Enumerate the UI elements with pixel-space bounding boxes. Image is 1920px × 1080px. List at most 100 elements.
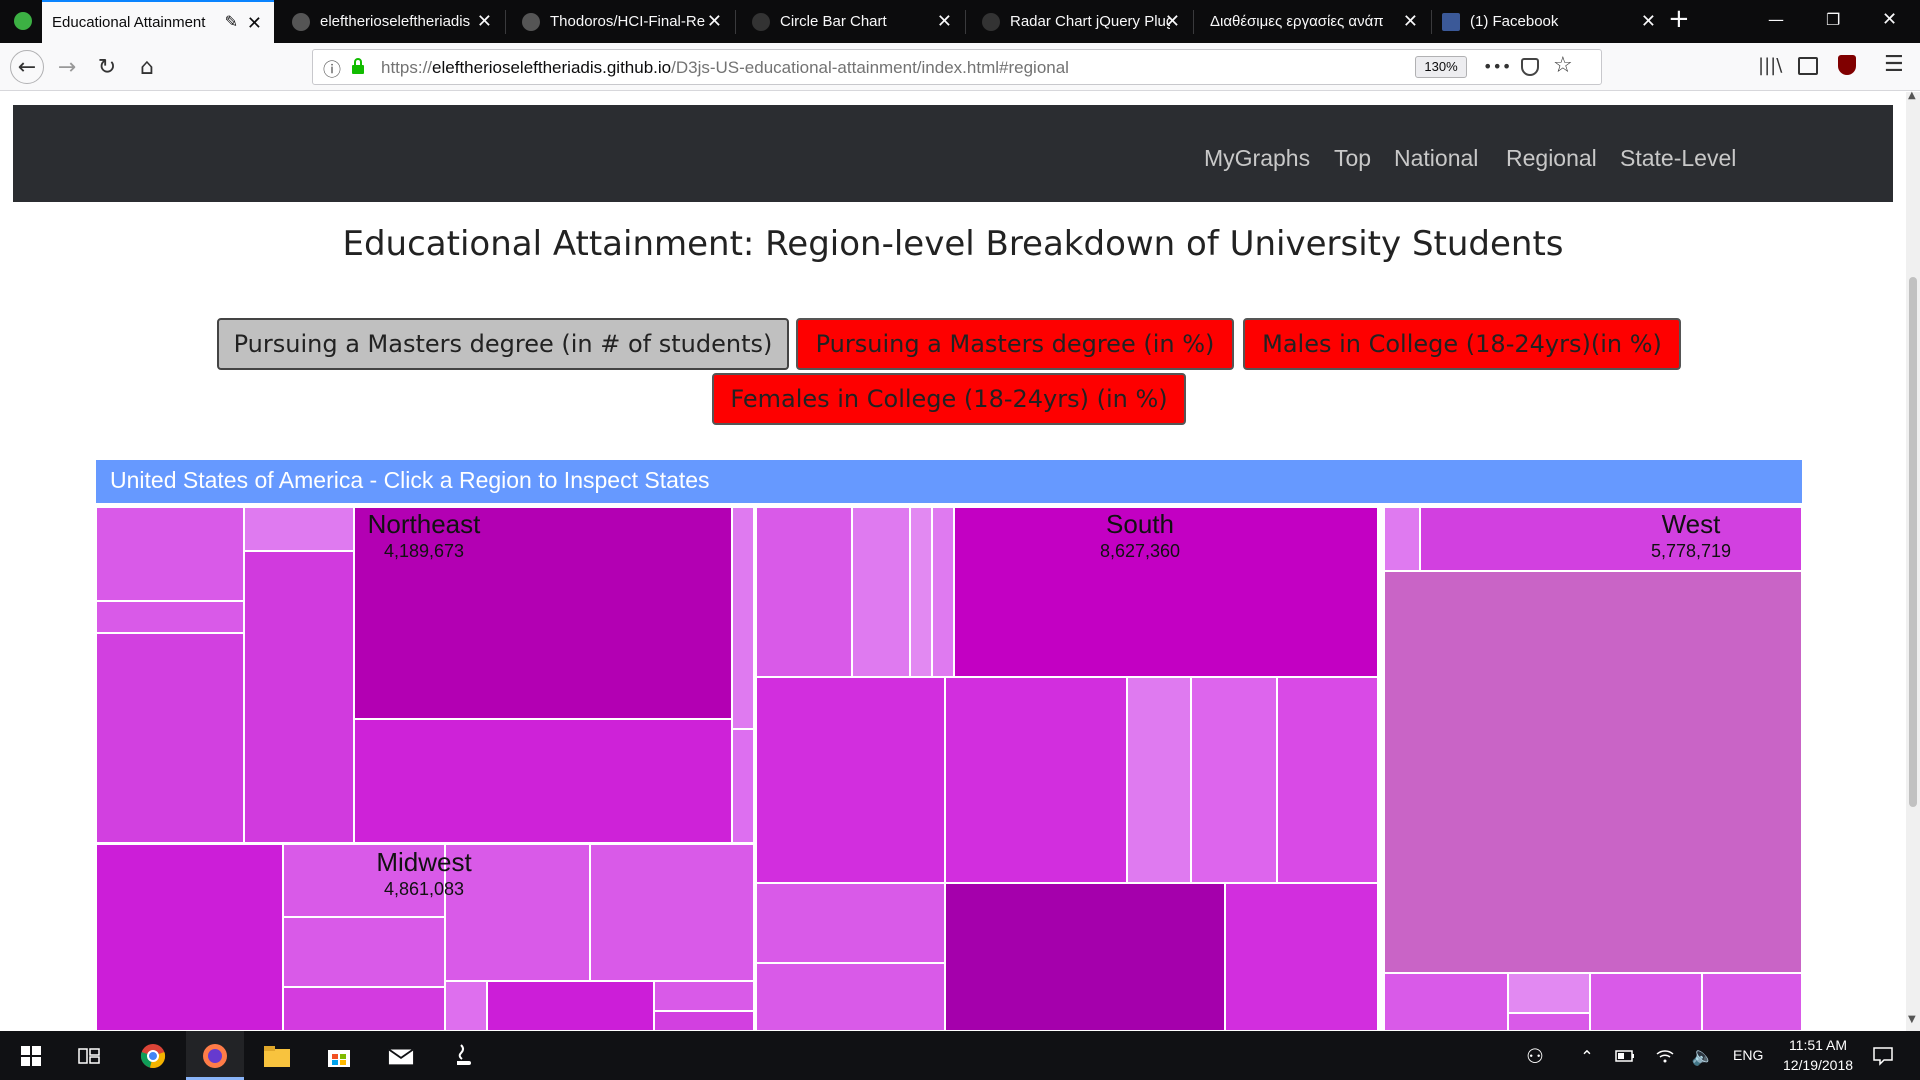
forward-button[interactable]: →	[57, 54, 77, 80]
state-cell[interactable]	[756, 883, 945, 963]
tab-radar-chart[interactable]: Radar Chart jQuery Plug ✕	[966, 0, 1192, 43]
volume-icon[interactable]: 🔈	[1691, 1045, 1715, 1067]
state-cell[interactable]	[732, 729, 754, 843]
state-cell[interactable]	[756, 963, 945, 1031]
mail-icon[interactable]	[388, 1043, 414, 1069]
tab-close-icon[interactable]: ✕	[936, 11, 952, 31]
windows-start-icon[interactable]	[18, 1043, 44, 1069]
tab-close-icon[interactable]: ✕	[706, 11, 722, 31]
state-cell[interactable]	[932, 507, 954, 677]
notifications-icon[interactable]	[1870, 1043, 1896, 1069]
scroll-up-icon[interactable]: ▲	[1908, 90, 1916, 101]
state-cell[interactable]	[96, 633, 244, 843]
tab-close-icon[interactable]: ✕	[1402, 11, 1418, 31]
nav-link-regional[interactable]: Regional	[1506, 145, 1597, 171]
ublock-icon[interactable]	[1838, 55, 1856, 75]
clock-date[interactable]: 12/19/2018	[1782, 1057, 1854, 1073]
window-close-button[interactable]: ✕	[1882, 9, 1898, 30]
file-explorer-icon[interactable]	[264, 1043, 290, 1069]
state-cell[interactable]	[354, 719, 732, 843]
state-cell[interactable]	[1277, 677, 1378, 883]
state-cell[interactable]	[1127, 677, 1191, 883]
bookmark-star-icon[interactable]: ☆	[1553, 53, 1573, 78]
region-cell-west[interactable]	[1420, 507, 1802, 571]
tab-github-repo[interactable]: eleftherioseleftheriadis ✕	[276, 0, 504, 43]
minimize-button[interactable]: —	[1768, 10, 1784, 29]
state-cell[interactable]	[445, 981, 487, 1031]
tab-hci-final[interactable]: Thodoros/HCI-Final-Re ✕	[506, 0, 734, 43]
region-cell-midwest[interactable]	[283, 844, 445, 917]
scroll-down-icon[interactable]: ▼	[1908, 1014, 1916, 1025]
page-actions-icon[interactable]: •••	[1483, 57, 1512, 76]
sidebar-icon[interactable]	[1798, 57, 1818, 75]
task-view-icon[interactable]	[76, 1043, 102, 1069]
state-cell[interactable]	[244, 551, 354, 843]
clock-time[interactable]: 11:51 AM	[1788, 1037, 1848, 1053]
tab-circle-bar-chart[interactable]: Circle Bar Chart ✕	[736, 0, 964, 43]
tab-close-icon[interactable]: ✕	[476, 11, 492, 31]
state-cell[interactable]	[945, 677, 1127, 883]
females-college-button[interactable]: Females in College (18-24yrs) (in %)	[712, 373, 1186, 425]
people-icon[interactable]: ⚇	[1526, 1044, 1544, 1068]
state-cell[interactable]	[1508, 973, 1590, 1013]
state-cell[interactable]	[1225, 883, 1378, 1031]
nav-link-state-level[interactable]: State-Level	[1620, 145, 1737, 171]
state-cell[interactable]	[1590, 973, 1702, 1031]
url-text[interactable]: https://eleftherioseleftheriadis.github.…	[381, 58, 1069, 78]
state-cell[interactable]	[732, 507, 754, 729]
state-cell[interactable]	[283, 917, 445, 987]
males-college-button[interactable]: Males in College (18-24yrs)(in %)	[1243, 318, 1681, 370]
battery-icon[interactable]	[1612, 1043, 1638, 1069]
state-cell[interactable]	[852, 507, 910, 677]
state-cell[interactable]	[96, 601, 244, 633]
store-icon[interactable]	[326, 1043, 352, 1069]
state-cell[interactable]	[487, 981, 654, 1031]
reload-button[interactable]: ↻	[97, 54, 117, 80]
firefox-icon[interactable]	[202, 1043, 228, 1069]
site-info-icon[interactable]: ⓘ	[323, 60, 341, 81]
chrome-icon[interactable]	[140, 1043, 166, 1069]
state-cell[interactable]	[1384, 973, 1508, 1031]
state-cell[interactable]	[756, 677, 945, 883]
restore-button[interactable]: ❐	[1826, 10, 1841, 29]
state-cell[interactable]	[1384, 571, 1802, 973]
url-bar[interactable]: ⓘ https://eleftherioseleftheriadis.githu…	[312, 49, 1602, 85]
library-icon[interactable]: |||\	[1758, 55, 1783, 76]
state-cell[interactable]	[445, 844, 590, 981]
state-cell[interactable]	[283, 987, 445, 1031]
region-treemap[interactable]: Northeast 4,189,673 Midwest 4,861,083 So…	[96, 507, 1802, 1031]
state-cell[interactable]	[244, 507, 354, 551]
state-cell[interactable]	[910, 507, 932, 677]
nav-link-mygraphs[interactable]: MyGraphs	[1204, 145, 1311, 171]
state-cell[interactable]	[654, 981, 754, 1011]
state-cell[interactable]	[654, 1011, 754, 1031]
state-cell[interactable]	[96, 507, 244, 601]
nav-link-national[interactable]: National	[1394, 145, 1479, 171]
scroll-thumb[interactable]	[1909, 277, 1917, 807]
state-cell[interactable]	[1702, 973, 1802, 1031]
java-icon[interactable]	[450, 1043, 476, 1069]
language-indicator[interactable]: ENG	[1733, 1047, 1764, 1063]
state-cell[interactable]	[1191, 677, 1277, 883]
tray-chevron-icon[interactable]: ⌃	[1580, 1046, 1594, 1066]
zoom-indicator[interactable]: 130%	[1415, 56, 1467, 78]
tab-close-icon[interactable]: ✕	[1164, 11, 1180, 31]
masters-count-button[interactable]: Pursuing a Masters degree (in # of stude…	[217, 318, 789, 370]
mute-icon[interactable]: ✎	[224, 14, 238, 31]
state-cell[interactable]	[945, 883, 1225, 1031]
region-cell-south[interactable]	[954, 507, 1378, 677]
tab-facebook[interactable]: (1) Facebook ✕	[1432, 0, 1668, 43]
tab-educational-attainment[interactable]: Educational Attainment ✎ ✕	[42, 0, 274, 43]
state-cell[interactable]	[756, 507, 852, 677]
tab-close-icon[interactable]: ✕	[1640, 11, 1656, 31]
back-button[interactable]: ←	[10, 50, 44, 84]
wifi-icon[interactable]	[1652, 1043, 1678, 1069]
state-cell[interactable]	[96, 844, 283, 1031]
page-scrollbar[interactable]: ▲ ▼	[1906, 90, 1920, 1031]
region-cell-northeast[interactable]	[354, 507, 732, 719]
new-tab-button[interactable]: +	[1668, 4, 1690, 34]
state-cell[interactable]	[1508, 1013, 1590, 1031]
home-button[interactable]: ⌂	[140, 54, 154, 80]
tab-close-icon[interactable]: ✕	[246, 13, 262, 33]
state-cell[interactable]	[590, 844, 754, 981]
